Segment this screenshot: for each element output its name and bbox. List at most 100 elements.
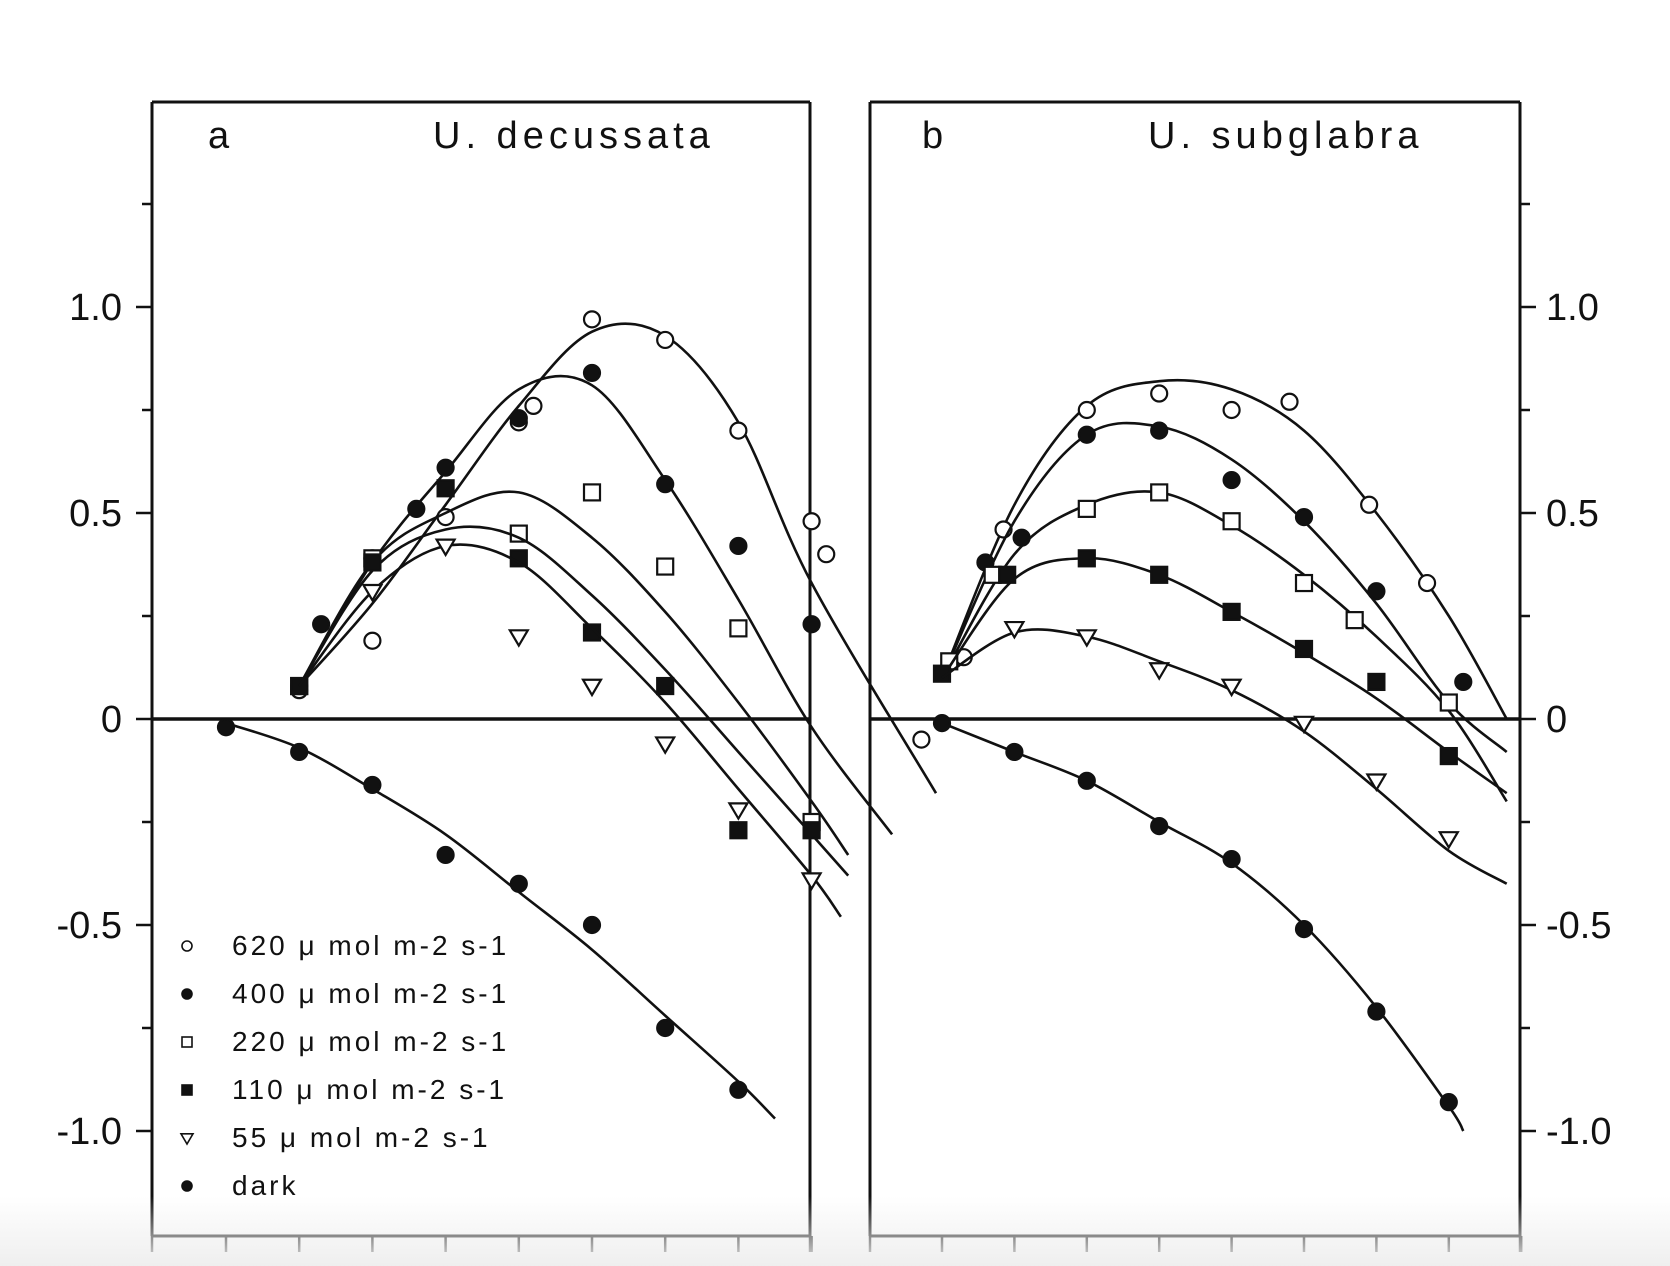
data-point bbox=[1077, 771, 1096, 790]
data-point bbox=[729, 421, 748, 440]
legend-label: 220 μ mol m-2 s-1 bbox=[232, 1026, 509, 1057]
data-point bbox=[1294, 639, 1314, 659]
data-point bbox=[1439, 693, 1458, 712]
y-tick-label: 0 bbox=[1546, 699, 1567, 741]
data-point bbox=[1003, 620, 1026, 640]
data-point bbox=[1077, 400, 1096, 420]
data-point bbox=[1294, 920, 1314, 939]
data-point bbox=[216, 718, 236, 737]
data-point bbox=[1439, 746, 1458, 766]
y-tick-label: -0.5 bbox=[1546, 905, 1611, 947]
legend-label: 400 μ mol m-2 s-1 bbox=[232, 978, 509, 1009]
data-point bbox=[656, 1018, 675, 1038]
data-point bbox=[509, 874, 528, 893]
legend-marker bbox=[181, 1036, 193, 1048]
data-point bbox=[729, 1080, 748, 1099]
data-point bbox=[1222, 849, 1241, 869]
data-point bbox=[582, 915, 602, 935]
legend: 620 μ mol m-2 s-1 400 μ mol m-2 s-1 220 μ … bbox=[179, 930, 509, 1201]
data-point bbox=[727, 802, 750, 821]
data-point bbox=[1077, 425, 1096, 444]
series-curve bbox=[298, 525, 850, 877]
legend-marker bbox=[181, 1084, 193, 1096]
data-point bbox=[507, 629, 530, 648]
y-tick-label: 0 bbox=[101, 699, 122, 741]
data-point bbox=[363, 775, 382, 795]
data-point bbox=[434, 538, 457, 558]
series-curve bbox=[298, 543, 842, 918]
series-curve bbox=[298, 490, 850, 856]
data-point bbox=[1220, 678, 1243, 698]
series-curve bbox=[941, 721, 1465, 1132]
data-point bbox=[656, 676, 675, 696]
legend-label: 55 μ mol m-2 s-1 bbox=[232, 1122, 491, 1153]
legend-marker bbox=[179, 1133, 195, 1146]
data-point bbox=[1367, 582, 1386, 601]
data-point bbox=[1280, 392, 1299, 411]
data-point bbox=[1077, 499, 1096, 518]
data-point bbox=[802, 821, 821, 840]
data-point bbox=[1150, 421, 1169, 440]
series-curve bbox=[298, 374, 894, 836]
legend-marker bbox=[181, 1180, 193, 1192]
data-point bbox=[361, 583, 384, 603]
data-point bbox=[1454, 672, 1473, 692]
data-point bbox=[1439, 1093, 1458, 1112]
data-point bbox=[581, 678, 603, 698]
y-tick-label: 1.0 bbox=[1546, 287, 1599, 329]
panel-b: b U. subglabra -1.0 -0.5 0 0.5 1.0 bbox=[868, 100, 1611, 1252]
y-tick-label: -0.5 bbox=[57, 905, 122, 947]
data-point bbox=[582, 483, 602, 502]
y-tick-label: 0.5 bbox=[69, 493, 122, 535]
data-point bbox=[1222, 470, 1241, 490]
data-point bbox=[656, 557, 675, 576]
data-point bbox=[524, 396, 543, 415]
data-point bbox=[407, 499, 426, 518]
panel-b-letter: b bbox=[922, 115, 943, 157]
data-point bbox=[1360, 495, 1379, 514]
data-point bbox=[363, 631, 382, 650]
data-point bbox=[912, 730, 931, 749]
data-point bbox=[1077, 549, 1096, 568]
panel-a-letter: a bbox=[208, 115, 230, 157]
data-point bbox=[1150, 483, 1169, 502]
data-point bbox=[1150, 565, 1169, 584]
legend-marker bbox=[181, 940, 193, 952]
data-point bbox=[654, 736, 677, 755]
series-curve bbox=[298, 322, 938, 794]
data-point bbox=[509, 409, 528, 428]
data-point bbox=[582, 623, 602, 642]
bottom-fade bbox=[0, 1196, 1670, 1266]
series-curve bbox=[225, 721, 776, 1120]
data-point bbox=[1367, 672, 1386, 692]
data-point bbox=[998, 565, 1017, 584]
data-point bbox=[800, 872, 823, 891]
data-point bbox=[656, 475, 675, 494]
data-point bbox=[582, 310, 602, 329]
legend-label: 620 μ mol m-2 s-1 bbox=[232, 930, 509, 961]
data-point bbox=[1150, 384, 1169, 403]
data-point bbox=[729, 536, 748, 556]
data-point bbox=[1222, 602, 1241, 621]
y-tick-label: 0.5 bbox=[1546, 493, 1599, 535]
data-point bbox=[1075, 629, 1098, 648]
data-point bbox=[1365, 773, 1388, 792]
data-point bbox=[1222, 512, 1241, 531]
legend-label: 110 μ mol m-2 s-1 bbox=[232, 1074, 507, 1105]
data-point bbox=[1293, 715, 1315, 735]
data-point bbox=[1148, 662, 1171, 681]
y-tick-label: 1.0 bbox=[69, 287, 122, 329]
series-curve bbox=[940, 421, 1508, 753]
data-point bbox=[582, 363, 602, 383]
data-point bbox=[802, 512, 821, 531]
panel-b-title: U. subglabra bbox=[1148, 115, 1423, 157]
data-point bbox=[436, 458, 455, 477]
data-point bbox=[1012, 528, 1031, 547]
panel-a-title: U. decussata bbox=[433, 115, 715, 157]
data-point bbox=[729, 821, 748, 840]
data-point bbox=[729, 619, 748, 638]
data-point bbox=[1345, 611, 1364, 630]
data-point bbox=[312, 615, 331, 634]
data-point bbox=[656, 330, 675, 350]
